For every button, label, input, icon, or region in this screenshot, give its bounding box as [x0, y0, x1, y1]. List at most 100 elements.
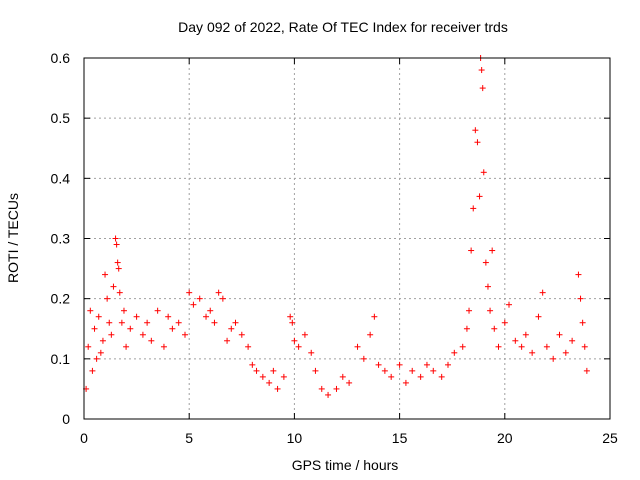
data-point [430, 367, 437, 374]
data-point [154, 307, 161, 314]
data-point [295, 343, 302, 350]
data-point [396, 361, 403, 368]
x-axis-label: GPS time / hours [292, 457, 399, 473]
data-point [529, 349, 536, 356]
data-point [133, 313, 140, 320]
data-point [575, 271, 582, 278]
data-point [224, 337, 231, 344]
data-point [569, 337, 576, 344]
data-point [106, 319, 113, 326]
data-point [245, 343, 252, 350]
data-point [114, 259, 121, 266]
data-point [479, 85, 486, 92]
data-point [116, 289, 123, 296]
data-point [495, 343, 502, 350]
data-point [89, 367, 96, 374]
data-point [579, 319, 586, 326]
data-point [102, 271, 109, 278]
data-point [474, 139, 481, 146]
data-point [93, 355, 100, 362]
data-point [388, 373, 395, 380]
x-tick-label: 5 [185, 430, 193, 446]
data-point [108, 331, 115, 338]
data-point [287, 313, 294, 320]
data-point [215, 289, 222, 296]
data-point [354, 343, 361, 350]
data-point [480, 169, 487, 176]
plot-area-frame [83, 57, 611, 420]
data-point [409, 367, 416, 374]
data-point [118, 319, 125, 326]
y-axis-label: ROTI / TECUs [5, 193, 21, 283]
data-point [232, 319, 239, 326]
data-point [444, 361, 451, 368]
x-tick-label: 10 [287, 430, 303, 446]
data-point [181, 331, 188, 338]
y-tick-label: 0 [62, 411, 70, 427]
data-point [375, 361, 382, 368]
data-point [476, 193, 483, 200]
data-point [238, 331, 245, 338]
data-point [402, 379, 409, 386]
data-point [99, 337, 106, 344]
y-tick-label: 0.3 [51, 231, 71, 247]
data-point [501, 319, 508, 326]
data-point [85, 343, 92, 350]
data-point [249, 361, 256, 368]
data-point [160, 343, 167, 350]
data-point [228, 325, 235, 332]
data-point [491, 325, 498, 332]
x-tick-label: 0 [80, 430, 88, 446]
data-point [91, 325, 98, 332]
data-point [581, 343, 588, 350]
data-point [144, 319, 151, 326]
data-point [291, 337, 298, 344]
data-point [104, 295, 111, 302]
data-point [423, 361, 430, 368]
data-point [583, 367, 590, 374]
x-tick-label: 20 [497, 430, 513, 446]
data-point [333, 385, 340, 392]
data-point [487, 307, 494, 314]
axis-ticks: 0 5 10 15 20 25 0 0.1 0.2 0.3 0.4 0.5 0.6 [51, 50, 618, 446]
data-point [266, 379, 273, 386]
data-point [543, 343, 550, 350]
grid-lines [84, 58, 610, 419]
data-point [346, 379, 353, 386]
data-point [259, 373, 266, 380]
data-point [535, 313, 542, 320]
data-point [113, 241, 120, 248]
data-point [301, 331, 308, 338]
data-point [556, 331, 563, 338]
y-tick-label: 0.6 [51, 50, 71, 66]
data-points [83, 55, 590, 398]
y-tick-label: 0.5 [51, 110, 71, 126]
data-point [522, 331, 529, 338]
data-point [87, 307, 94, 314]
data-point [451, 349, 458, 356]
data-point [280, 373, 287, 380]
data-point [253, 367, 260, 374]
data-point [550, 355, 557, 362]
data-point [484, 283, 491, 290]
data-point [518, 343, 525, 350]
data-point [190, 301, 197, 308]
data-point [417, 373, 424, 380]
data-point [482, 259, 489, 266]
data-point [120, 307, 127, 314]
data-point [438, 373, 445, 380]
data-point [463, 325, 470, 332]
data-point [512, 337, 519, 344]
data-point [123, 343, 130, 350]
data-point [478, 67, 485, 74]
data-point [112, 235, 119, 242]
data-point [577, 295, 584, 302]
chart-title: Day 092 of 2022, Rate Of TEC Index for r… [178, 19, 508, 35]
data-point [175, 319, 182, 326]
x-tick-label: 15 [392, 430, 408, 446]
data-point [115, 265, 122, 272]
data-point [371, 313, 378, 320]
data-point [148, 337, 155, 344]
data-point [274, 385, 281, 392]
data-point [219, 295, 226, 302]
